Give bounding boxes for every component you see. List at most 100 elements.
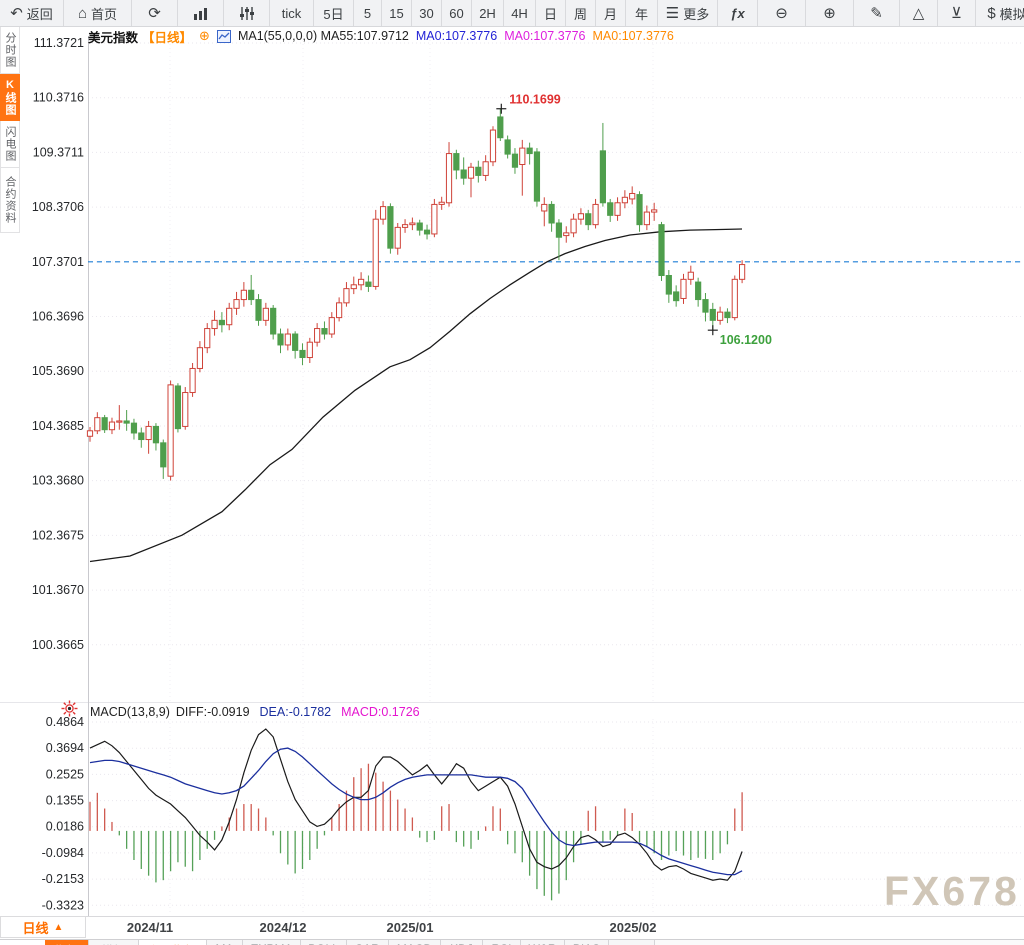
toolbar-more-button[interactable]: ☰ 更多 bbox=[658, 0, 718, 26]
toolbar-chart-type-bar-button[interactable] bbox=[178, 0, 224, 26]
x-axis-label: 2024/11 bbox=[126, 920, 174, 935]
toolbar-interval-month-button[interactable]: 月 bbox=[596, 0, 626, 26]
toolbar-zoom-out-button[interactable]: ⊖ bbox=[758, 0, 806, 26]
menu-icon: ☰ bbox=[665, 4, 680, 22]
symbol-name: 美元指数 bbox=[88, 30, 139, 45]
sidebar-item-kline-chart[interactable]: K线图 bbox=[0, 74, 20, 121]
bottom-tabs-strip: 指标模板主图指标MAEXPMABOLLSARMACDKDJRSIW&RBIAS设… bbox=[0, 939, 1024, 945]
zoom-in-icon: ⊕ bbox=[823, 4, 836, 22]
toolbar-interval-year-label: 年 bbox=[634, 6, 648, 22]
toolbar-more-label: 更多 bbox=[683, 6, 710, 22]
main-y-axis-label: 102.3675 bbox=[32, 528, 84, 542]
toolbar-interval-tick-button[interactable]: tick bbox=[270, 0, 314, 26]
bottom-tab-10[interactable]: RSI bbox=[483, 940, 521, 945]
toolbar-interval-year-button[interactable]: 年 bbox=[626, 0, 658, 26]
high-price-annotation: 110.1699 bbox=[509, 93, 560, 107]
x-axis: 2024/11 2024/12 2025/01 2025/02 bbox=[0, 916, 1024, 938]
add-indicator-icon[interactable]: ⊕ bbox=[199, 28, 210, 43]
back-arrow-icon: ↶ bbox=[10, 4, 23, 22]
toolbar-interval-week-button[interactable]: 周 bbox=[566, 0, 596, 26]
main-y-axis-label: 106.3696 bbox=[32, 310, 84, 324]
ma-summary: MA1(55,0,0,0) MA55:107.9712 bbox=[237, 29, 409, 43]
ma0-value-orange: MA0:107.3776 bbox=[592, 29, 674, 43]
toolbar-interval-30-button[interactable]: 30 bbox=[412, 0, 442, 26]
toolbar-refresh-button[interactable]: ⟳ bbox=[132, 0, 178, 26]
chart-legend: 美元指数 【日线】 ⊕ MA1(55,0,0,0) MA55:107.9712 … bbox=[88, 28, 674, 45]
ma0-value-magenta: MA0:107.3776 bbox=[504, 29, 586, 43]
toolbar-zoom-in-button[interactable]: ⊕ bbox=[806, 0, 854, 26]
toolbar-chart-type-candle-button[interactable] bbox=[224, 0, 270, 26]
bottom-tab-2[interactable]: 模板 bbox=[89, 940, 139, 945]
main-y-axis-label: 111.3721 bbox=[34, 36, 84, 50]
bottom-tab-4[interactable]: MA bbox=[207, 940, 243, 945]
bottom-tab-8[interactable]: MACD bbox=[389, 940, 441, 945]
toolbar-interval-tick-label: tick bbox=[281, 5, 302, 21]
ma0-value-blue: MA0:107.3776 bbox=[415, 29, 498, 43]
bottom-tab-6[interactable]: BOLL bbox=[301, 940, 347, 945]
main-y-axis-label: 107.3701 bbox=[32, 255, 84, 269]
toolbar-interval-60-button[interactable]: 60 bbox=[442, 0, 472, 26]
x-axis-label: 2024/12 bbox=[259, 920, 307, 935]
macd-legend: MACD(13,8,9) DIFF:-0.0919 DEA:-0.1782 MA… bbox=[90, 704, 420, 719]
bottom-tab-9[interactable]: KDJ bbox=[441, 940, 483, 945]
toolbar-interval-15-label: 15 bbox=[389, 5, 404, 21]
bottom-tab-5[interactable]: EXPMA bbox=[243, 940, 301, 945]
toolbar-interval-day-label: 日 bbox=[543, 6, 557, 22]
macd-y-axis-label: 0.1355 bbox=[46, 794, 84, 808]
period-selector[interactable]: 日线 ▲ bbox=[0, 916, 86, 938]
toolbar-interval-5-button[interactable]: 5 bbox=[354, 0, 382, 26]
low-price-annotation: 106.1200 bbox=[720, 333, 772, 347]
toolbar-fx-functions-button[interactable]: ƒx bbox=[718, 0, 758, 26]
macd-y-axis-label: 0.3694 bbox=[46, 741, 84, 755]
bottom-tab-1[interactable]: 指标 bbox=[45, 940, 89, 945]
main-y-axis-label: 100.3665 bbox=[32, 638, 84, 652]
bottom-tab-13[interactable]: 设置 bbox=[609, 940, 655, 945]
main-y-axis-label: 105.3690 bbox=[32, 364, 84, 378]
ma-chart-icon[interactable] bbox=[216, 29, 231, 43]
main-y-axis-label: 110.3716 bbox=[33, 91, 84, 105]
sidebar-item-contract-info[interactable]: 合约资料 bbox=[0, 168, 20, 233]
bottom-tab-12[interactable]: BIAS bbox=[565, 940, 609, 945]
main-y-axis-label: 103.3680 bbox=[32, 474, 84, 488]
pencil-icon: ✎ bbox=[870, 4, 883, 22]
toolbar-interval-15-button[interactable]: 15 bbox=[382, 0, 412, 26]
candle-sliders-icon bbox=[239, 6, 255, 20]
main-y-axis-label: 108.3706 bbox=[32, 200, 84, 214]
bottom-tab-3[interactable]: 主图指标 bbox=[139, 940, 207, 945]
toolbar-sim-trading-button[interactable]: $模拟交易 bbox=[976, 0, 1024, 26]
toolbar-interval-30-label: 30 bbox=[419, 5, 434, 21]
indicator-settings-icon[interactable] bbox=[61, 700, 78, 717]
bar-chart-icon bbox=[193, 7, 209, 20]
x-axis-label: 2025/01 bbox=[386, 920, 434, 935]
macd-y-axis-label: 0.2525 bbox=[46, 767, 84, 781]
macd-y-axis-label: -0.0984 bbox=[42, 846, 84, 860]
main-y-axis-label: 104.3685 bbox=[32, 419, 84, 433]
sidebar-item-timeshare-chart[interactable]: 分时图 bbox=[0, 27, 20, 74]
toolbar-interval-5d-label: 5日 bbox=[323, 6, 344, 22]
toolbar-collapse-button[interactable]: ⊻ bbox=[938, 0, 976, 26]
toolbar-back-button[interactable]: ↶ 返回 bbox=[0, 0, 64, 26]
period-label: 日线 bbox=[22, 920, 49, 936]
x-axis-label: 2025/02 bbox=[609, 920, 657, 935]
toolbar-interval-4h-label: 4H bbox=[511, 5, 528, 21]
triangle-up-icon: ▲ bbox=[53, 921, 64, 933]
toolbar-interval-day-button[interactable]: 日 bbox=[536, 0, 566, 26]
toolbar-sim-trading-label: 模拟交易 bbox=[999, 6, 1024, 22]
toolbar-interval-month-label: 月 bbox=[603, 6, 617, 22]
toolbar-interval-4h-button[interactable]: 4H bbox=[504, 0, 536, 26]
toolbar-interval-5-label: 5 bbox=[363, 5, 372, 21]
macd-y-axis-label: 0.4864 bbox=[46, 715, 84, 729]
toolbar-draw-button[interactable]: ✎ bbox=[854, 0, 900, 26]
toolbar-triangle-up-button[interactable]: △ bbox=[900, 0, 938, 26]
toolbar-interval-2h-label: 2H bbox=[479, 5, 496, 21]
toolbar-interval-2h-button[interactable]: 2H bbox=[472, 0, 504, 26]
toolbar-home-button[interactable]: ⌂ 首页 bbox=[64, 0, 132, 26]
bottom-tab-11[interactable]: W&R bbox=[521, 940, 565, 945]
bottom-tab-7[interactable]: SAR bbox=[347, 940, 389, 945]
zoom-out-icon: ⊖ bbox=[775, 4, 788, 22]
main-y-axis-label: 101.3670 bbox=[32, 583, 84, 597]
period-tag: 【日线】 bbox=[142, 30, 193, 45]
toolbar-interval-5d-button[interactable]: 5日 bbox=[314, 0, 354, 26]
sidebar-item-lightning-chart[interactable]: 闪电图 bbox=[0, 121, 20, 168]
